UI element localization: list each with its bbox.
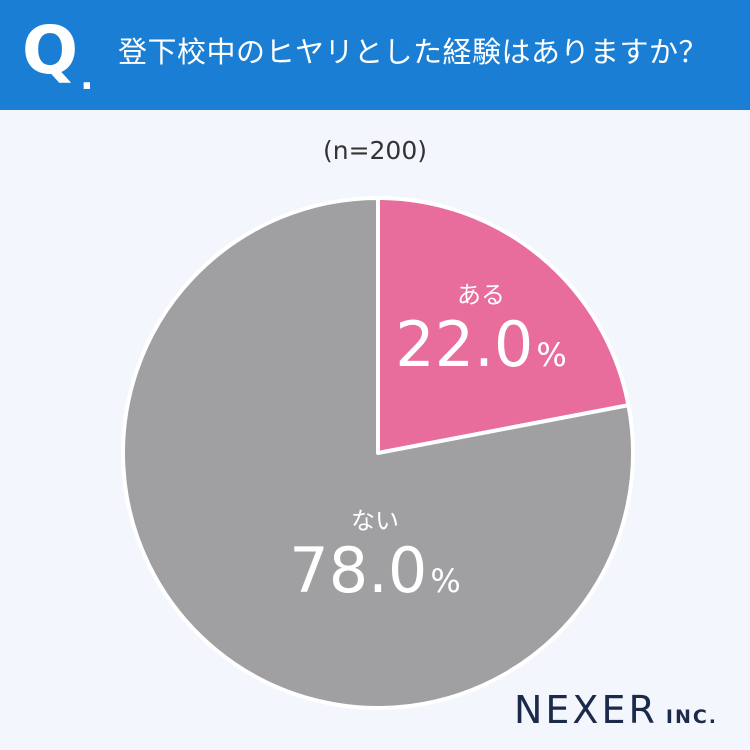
sample-size: (n=200) xyxy=(322,136,428,165)
question-text: 登下校中のヒヤリとした経験はありますか？ xyxy=(118,35,709,69)
percent-sign: % xyxy=(536,336,567,374)
slice-name: ない xyxy=(351,507,399,535)
question-header: Q . 登下校中のヒヤリとした経験はありますか？ xyxy=(0,0,750,110)
slice-label-nai: ない 78.0% xyxy=(270,506,480,616)
percent-sign: % xyxy=(430,562,461,600)
logo-suffix: INC. xyxy=(665,706,719,728)
q-dot: . xyxy=(80,57,94,98)
q-mark: Q xyxy=(22,12,79,89)
pie-slice-0 xyxy=(376,196,631,455)
logo-name: NEXER xyxy=(514,688,658,732)
slice-value-number: 78.0 xyxy=(289,534,428,607)
slice-value-number: 22.0 xyxy=(395,308,534,381)
slice-value: 78.0% xyxy=(270,536,480,616)
slice-name: ある xyxy=(457,281,505,309)
slice-label-aru: ある 22.0% xyxy=(376,280,586,390)
nexer-logo: NEXER INC. xyxy=(514,690,718,730)
slice-value: 22.0% xyxy=(376,310,586,390)
pie-slice-1 xyxy=(121,196,635,710)
